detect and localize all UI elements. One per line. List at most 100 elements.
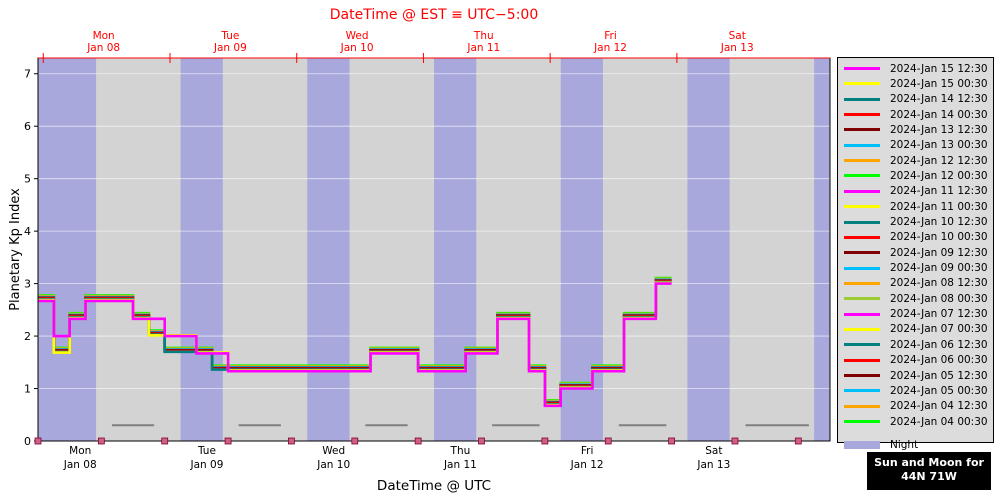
- sun-moon-location-box: Sun and Moon for 44N 71W: [867, 452, 991, 490]
- legend-swatch: [844, 251, 880, 255]
- legend-label: 2024-Jan 12 12:30: [890, 154, 988, 167]
- kp-series-line: [38, 282, 672, 408]
- legend-label: 2024-Jan 04 00:30: [890, 415, 988, 428]
- top-tick-date: Jan 11: [466, 42, 500, 54]
- footer-line2: 44N 71W: [901, 470, 957, 483]
- legend-swatch: [844, 327, 880, 331]
- bottom-marker: [34, 437, 42, 445]
- legend-entry: 2024-Jan 12 00:30: [844, 169, 988, 182]
- bottom-marker: [478, 437, 485, 445]
- legend-entry: 2024-Jan 14 12:30: [844, 93, 988, 106]
- bottom-tick-date: Jan 08: [63, 459, 97, 471]
- legend: 2024-Jan 15 12:30 2024-Jan 15 00:30 2024-J…: [837, 57, 994, 465]
- legend-entry: 2024-Jan 06 12:30: [844, 338, 988, 351]
- legend-swatch: [844, 389, 880, 393]
- legend-label: 2024-Jan 05 12:30: [890, 369, 988, 382]
- legend-label: 2024-Jan 11 12:30: [890, 185, 988, 198]
- legend-entry: 2024-Jan 09 00:30: [844, 262, 988, 275]
- legend-label: 2024-Jan 12 00:30: [890, 169, 988, 182]
- top-tick-date: Jan 09: [213, 42, 247, 54]
- legend-swatch: [844, 404, 880, 408]
- legend-label: 2024-Jan 13 00:30: [890, 139, 988, 152]
- legend-swatch: [844, 143, 880, 147]
- y-tick-label: 0: [24, 435, 31, 448]
- bottom-tick-date: Jan 13: [696, 459, 730, 471]
- night-band: [38, 58, 97, 441]
- bottom-tick-date: Jan 09: [190, 459, 224, 471]
- top-tick-day: Tue: [220, 30, 239, 42]
- bottom-marker: [731, 437, 739, 445]
- legend-swatch: [844, 235, 880, 239]
- legend-label: 2024-Jan 14 12:30: [890, 93, 988, 106]
- bottom-tick-date: Jan 10: [316, 459, 350, 471]
- legend-label: Night: [890, 438, 919, 451]
- night-band: [560, 58, 603, 441]
- legend-swatch: [844, 128, 880, 132]
- night-band: [307, 58, 350, 441]
- bottom-marker: [97, 437, 105, 445]
- legend-label: 2024-Jan 08 12:30: [890, 277, 988, 290]
- top-tick-date: Jan 12: [593, 42, 627, 54]
- night-band: [180, 58, 223, 441]
- y-tick-label: 2: [24, 330, 31, 343]
- top-tick-day: Sat: [729, 30, 746, 42]
- bottom-marker: [668, 437, 675, 445]
- legend-label: 2024-Jan 15 12:30: [890, 62, 988, 75]
- legend-swatch: [844, 113, 880, 117]
- y-tick-label: 3: [24, 278, 31, 291]
- legend-label: 2024-Jan 07 00:30: [890, 323, 988, 336]
- legend-label: 2024-Jan 13 12:30: [890, 123, 988, 136]
- y-tick-label: 4: [24, 225, 31, 238]
- legend-swatch: [844, 281, 880, 285]
- legend-swatch: [844, 205, 880, 209]
- legend-swatch: [844, 454, 880, 463]
- footer-line1: Sun and Moon for: [874, 456, 984, 469]
- night-band: [814, 58, 830, 441]
- legend-entry: 2024-Jan 04 00:30: [844, 415, 988, 428]
- legend-entry: Night: [844, 438, 918, 451]
- bottom-tick-day: Wed: [322, 445, 345, 457]
- bottom-tick-date: Jan 11: [443, 459, 477, 471]
- y-axis-label: Planetary Kp Index: [8, 188, 23, 311]
- legend-entry: 2024-Jan 15 12:30: [844, 62, 988, 75]
- legend-entry: 2024-Jan 11 12:30: [844, 185, 988, 198]
- legend-entry: 2024-Jan 13 12:30: [844, 123, 988, 136]
- y-tick-label: 7: [24, 68, 31, 81]
- legend-swatch: [844, 374, 880, 377]
- top-tick-date: Jan 10: [340, 42, 374, 54]
- top-tick-day: Wed: [346, 30, 369, 42]
- legend-entry: 2024-Jan 04 12:30: [844, 400, 988, 413]
- chart-title: DateTime @ EST ≡ UTC−5:00: [330, 7, 538, 23]
- legend-label: 2024-Jan 05 00:30: [890, 384, 988, 397]
- legend-swatch: [844, 97, 880, 101]
- bottom-marker: [288, 437, 295, 445]
- bottom-tick-day: Tue: [197, 445, 216, 457]
- top-tick-day: Thu: [473, 30, 494, 42]
- legend-entry: 2024-Jan 14 00:30: [844, 108, 988, 121]
- y-tick-label: 1: [24, 383, 31, 396]
- top-tick-day: Mon: [93, 30, 115, 42]
- legend-entry: 2024-Jan 11 00:30: [844, 200, 988, 213]
- legend-swatch: [844, 67, 880, 70]
- bottom-marker: [224, 437, 232, 445]
- legend-swatch: [844, 297, 880, 301]
- y-tick-label: 5: [24, 173, 31, 186]
- bottom-tick-day: Fri: [581, 445, 594, 457]
- bottom-marker: [351, 437, 359, 445]
- legend-label: 2024-Jan 14 00:30: [890, 108, 988, 121]
- legend-label: 2024-Jan 08 00:30: [890, 292, 988, 305]
- legend-swatch: [844, 174, 880, 178]
- bottom-tick-day: Sat: [705, 445, 722, 457]
- legend-entry: 2024-Jan 06 00:30: [844, 354, 988, 367]
- legend-swatch: [844, 440, 880, 449]
- legend-entry: 2024-Jan 08 00:30: [844, 292, 988, 305]
- legend-swatch: [844, 220, 880, 224]
- legend-label: 2024-Jan 04 12:30: [890, 400, 988, 413]
- legend-entry: 2024-Jan 05 12:30: [844, 369, 988, 382]
- bottom-tick-day: Mon: [69, 445, 91, 457]
- legend-swatch: [844, 189, 880, 193]
- legend-swatch: [844, 266, 880, 270]
- legend-swatch: [844, 420, 880, 424]
- legend-label: 2024-Jan 09 12:30: [890, 246, 988, 259]
